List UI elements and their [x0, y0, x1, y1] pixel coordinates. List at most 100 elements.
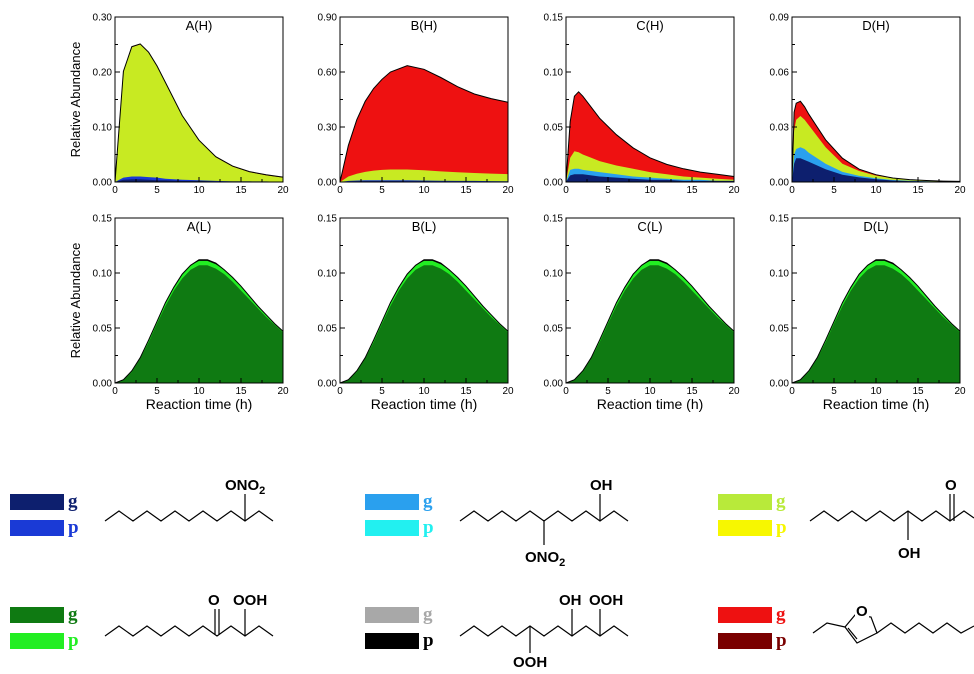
x-tick-label: 20 [277, 386, 289, 397]
x-axis-label: Reaction time (h) [597, 396, 704, 412]
atom-label: O [208, 592, 220, 609]
y-tick-label: 0.90 [318, 13, 338, 24]
y-tick-label: 0.00 [544, 379, 564, 390]
x-tick-label: 10 [870, 386, 882, 397]
x-tick-label: 5 [154, 185, 160, 196]
series-outline [791, 259, 961, 384]
x-tick-label: 0 [337, 185, 343, 196]
atom-label: OH [898, 545, 921, 562]
legend-swatch-g [10, 607, 64, 623]
molecule-hydroxynitrate-structure: OH ONO2 [455, 470, 655, 595]
legend-swatch-p [718, 633, 772, 649]
chart-title: C(H) [636, 18, 663, 33]
area-series [340, 65, 508, 182]
chart-panel-bl: 0.00 0.05 0.10 0.15 0 5 10 15 20 B(L) Reaction tim… [318, 214, 514, 413]
series-outline [565, 259, 735, 384]
chart-title: B(L) [412, 219, 437, 234]
series-outline [114, 43, 284, 183]
legend-label-g: g [68, 604, 78, 625]
chart-title: D(L) [863, 219, 888, 234]
atom-label: OH [559, 592, 582, 609]
atom-label: OOH [513, 654, 547, 671]
x-tick-label: 10 [418, 386, 430, 397]
x-tick-label: 10 [418, 185, 430, 196]
legend-label-g: g [68, 491, 78, 512]
x-tick-label: 15 [235, 386, 247, 397]
x-tick-label: 10 [193, 386, 205, 397]
y-tick-label: 0.15 [544, 214, 564, 225]
legend-swatch-p [365, 633, 419, 649]
y-tick-label: 0.30 [318, 123, 338, 134]
y-tick-label: 0.15 [544, 13, 564, 24]
molecule-nitrate-structure: ONO2 [100, 470, 300, 545]
x-tick-label: 10 [870, 185, 882, 196]
x-axis-label: Reaction time (h) [371, 396, 478, 412]
series-outline [339, 259, 509, 384]
y-tick-label: 0.10 [318, 269, 338, 280]
legend-swatch-p [718, 520, 772, 536]
x-tick-label: 5 [605, 185, 611, 196]
atom-label: O [945, 477, 957, 494]
x-axis-label: Reaction time (h) [146, 396, 253, 412]
legend-swatch-g [365, 494, 419, 510]
x-tick-label: 5 [154, 386, 160, 397]
y-tick-label: 0.00 [318, 379, 338, 390]
svg-text:ONO2: ONO2 [525, 549, 565, 569]
x-tick-label: 15 [460, 386, 472, 397]
x-tick-label: 5 [379, 185, 385, 196]
legend-label-p: p [423, 517, 434, 538]
legend-swatch-p [365, 520, 419, 536]
chart-panel-ch: 0.00 0.05 0.10 0.15 0 5 10 15 20 C(H) [544, 13, 740, 197]
x-tick-label: 20 [502, 185, 514, 196]
legend-label-g: g [423, 604, 433, 625]
area-series [340, 265, 508, 383]
atom-label: O [856, 603, 868, 620]
charts-area: 0.00 0.10 0.20 0.30 0 5 10 15 20 A(H) Relative Abu… [68, 13, 966, 413]
y-tick-label: 0.10 [544, 269, 564, 280]
y-tick-label: 0.05 [544, 123, 564, 134]
x-tick-label: 0 [789, 386, 795, 397]
x-tick-label: 5 [605, 386, 611, 397]
y-tick-label: 0.20 [93, 68, 113, 79]
svg-text:ONO2: ONO2 [225, 477, 265, 497]
legend-label-g: g [423, 491, 433, 512]
area-series [792, 265, 960, 383]
x-tick-label: 20 [728, 386, 740, 397]
x-tick-label: 10 [644, 386, 656, 397]
chart-title: A(L) [187, 219, 212, 234]
legend-label-p: p [423, 630, 434, 651]
atom-subscript: 2 [559, 557, 565, 569]
x-tick-label: 15 [686, 185, 698, 196]
area-series [566, 91, 734, 182]
y-axis-label: Relative Abundance [68, 243, 83, 359]
chart-panel-dh: 0.00 0.03 0.06 0.09 0 5 10 15 20 D(H) [770, 13, 966, 197]
y-tick-label: 0.09 [770, 13, 790, 24]
area-series [115, 265, 283, 383]
y-tick-label: 0.15 [770, 214, 790, 225]
atom-label: ONO [525, 549, 560, 566]
series-outline [114, 259, 284, 384]
y-tick-label: 0.30 [93, 13, 113, 24]
series-outline [339, 65, 509, 183]
x-tick-label: 15 [912, 386, 924, 397]
y-tick-label: 0.00 [93, 178, 113, 189]
legend-swatch-g [718, 494, 772, 510]
x-tick-label: 20 [954, 386, 966, 397]
x-tick-label: 20 [502, 386, 514, 397]
chart-title: C(L) [637, 219, 662, 234]
legend-label-g: g [776, 491, 786, 512]
y-tick-label: 0.60 [318, 68, 338, 79]
legend-swatch-g [718, 607, 772, 623]
y-tick-label: 0.00 [544, 178, 564, 189]
molecule-dihydrofuran-structure: O [805, 585, 974, 660]
legend-swatch-g [365, 607, 419, 623]
y-axis-label: Relative Abundance [68, 42, 83, 158]
area-series [115, 44, 283, 182]
x-tick-label: 0 [112, 185, 118, 196]
area-series [792, 158, 960, 182]
x-tick-label: 0 [337, 386, 343, 397]
legend-label-p: p [68, 517, 79, 538]
y-tick-label: 0.05 [770, 324, 790, 335]
chart-title: A(H) [186, 18, 213, 33]
atom-subscript: 2 [259, 485, 265, 497]
